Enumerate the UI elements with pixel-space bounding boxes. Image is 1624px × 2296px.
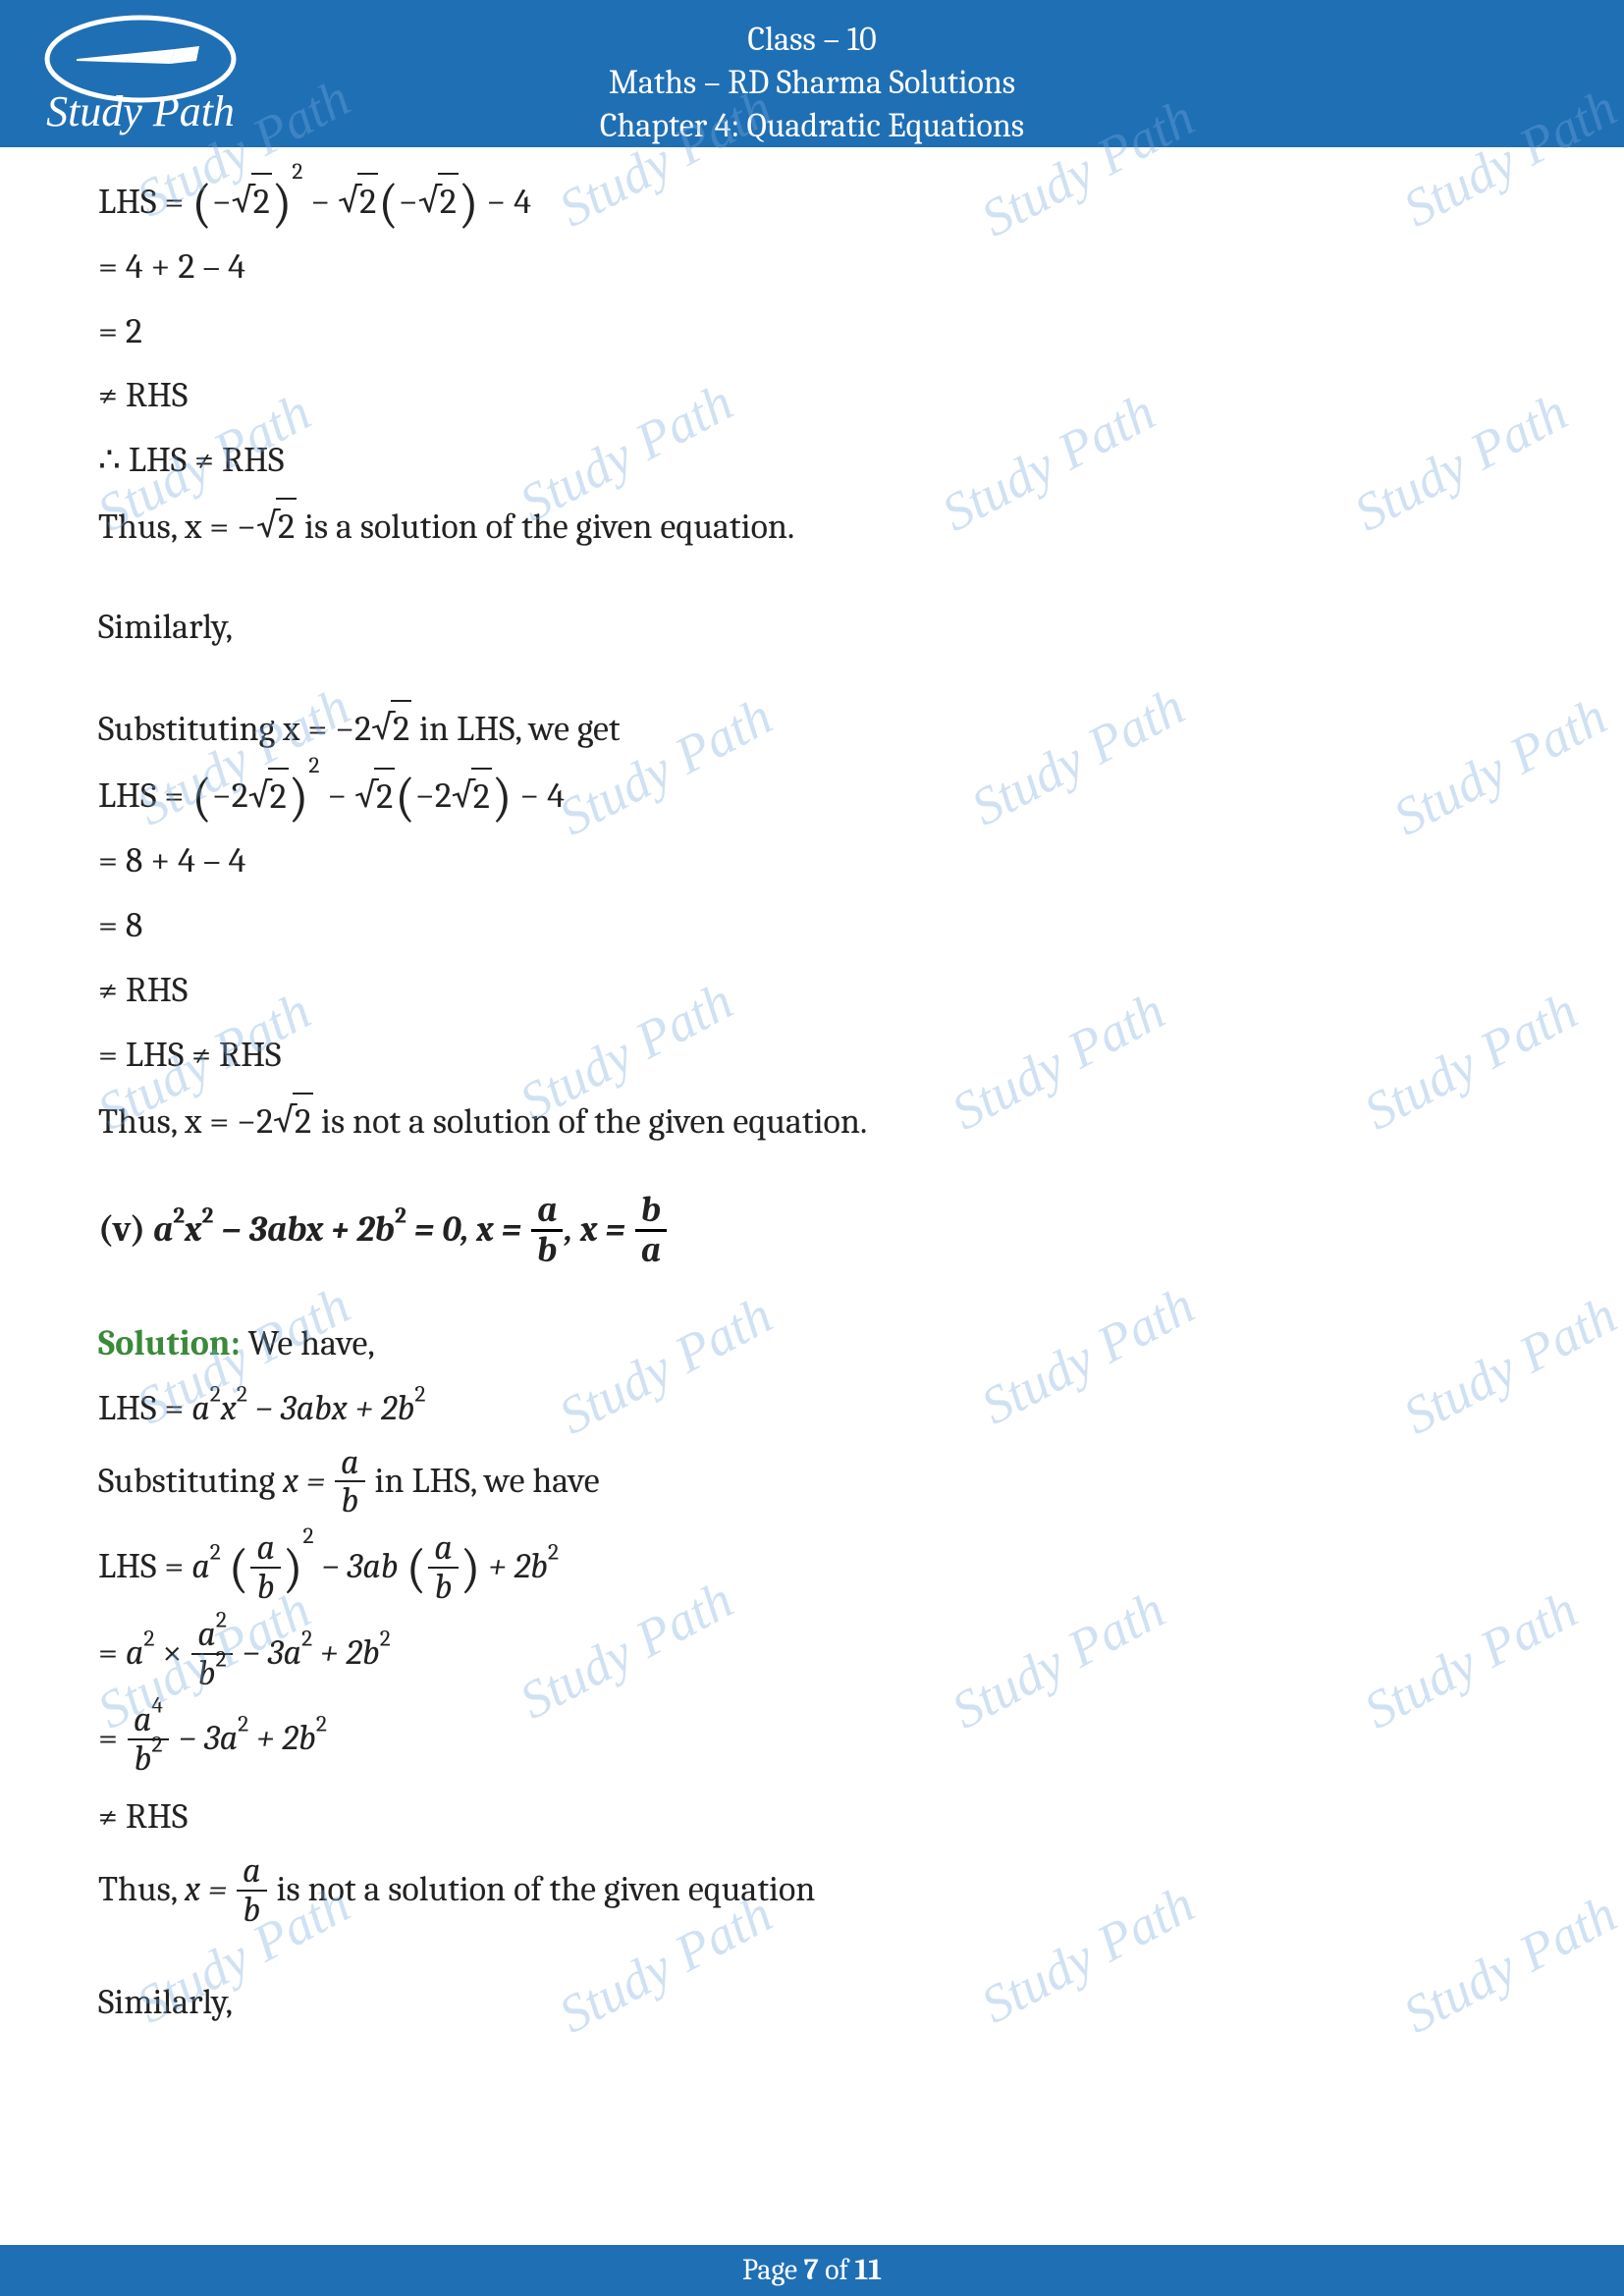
- text-line: Thus, x = −22 is not a solution of the g…: [98, 1093, 1526, 1149]
- solution-line: Solution: We have,: [98, 1316, 1526, 1371]
- math-line: = a4b2 − 3a2 + 2b2: [98, 1703, 1526, 1780]
- math-line: ≠ RHS: [98, 368, 1526, 423]
- math-line: = 8: [98, 898, 1526, 953]
- page-header: Study Path Class – 10 Maths – RD Sharma …: [0, 0, 1624, 147]
- math-line: = 2: [98, 304, 1526, 359]
- study-path-logo: Study Path: [27, 10, 253, 137]
- text-line: Substituting x = ab in LHS, we have: [98, 1446, 1526, 1522]
- math-line: LHS = (−2)2 − 2(−2) − 4: [98, 172, 1526, 230]
- page-footer: Page 7 of 11: [0, 2245, 1624, 2296]
- text-line: Thus, x = ab is not a solution of the gi…: [98, 1854, 1526, 1931]
- math-line: = 4 + 2 – 4: [98, 240, 1526, 294]
- svg-text:Study Path: Study Path: [46, 87, 235, 135]
- math-line: = 8 + 4 – 4: [98, 833, 1526, 888]
- text-line: Substituting x = −22 in LHS, we get: [98, 700, 1526, 757]
- text-line: Similarly,: [98, 1975, 1526, 2030]
- text-line: Similarly,: [98, 600, 1526, 655]
- math-line: ≠ RHS: [98, 1789, 1526, 1844]
- math-line: = LHS ≠ RHS: [98, 1028, 1526, 1083]
- math-line: LHS = (−22)2 − 2(−22) − 4: [98, 766, 1526, 824]
- math-line: LHS = a2x2 − 3abx + 2b2: [98, 1381, 1526, 1436]
- page-content: LHS = (−2)2 − 2(−2) − 4 = 4 + 2 – 4 = 2 …: [0, 147, 1624, 2030]
- text-line: Thus, x = −2 is a solution of the given …: [98, 498, 1526, 555]
- math-line: ∴ LHS ≠ RHS: [98, 433, 1526, 488]
- math-line: LHS = a2 (ab)2 − 3ab (ab) + 2b2: [98, 1531, 1526, 1608]
- problem-heading: (v) a2x2 − 3abx + 2b2 = 0, x = ab, x = b…: [98, 1194, 1526, 1271]
- math-line: = a2 × a2b2 − 3a2 + 2b2: [98, 1618, 1526, 1694]
- math-line: ≠ RHS: [98, 963, 1526, 1018]
